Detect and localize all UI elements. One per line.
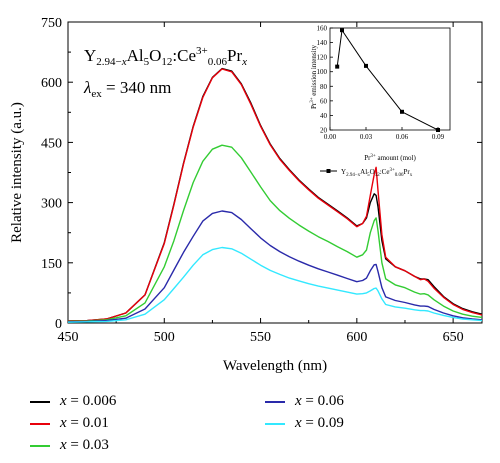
inset-x-tick-label: 0.09 — [432, 133, 445, 141]
legend-variable: x — [60, 415, 67, 431]
spectrum-line-3 — [67, 210, 483, 323]
inset-chart: 0.00 0.03 0.06 0.09 20 40 60 80 100 120 140 160 Pr3… — [310, 25, 451, 178]
inset-x-tick-label: 0.03 — [360, 133, 373, 141]
main-axes: 450 500 550 600 650 0 150 300 450 600 750 Wavelengt… — [9, 16, 483, 374]
legend-item-0006: x = 0.006 — [30, 393, 116, 410]
legend-swatch — [30, 400, 50, 403]
y-axis-label: Relative intensity (a.u.) — [9, 102, 25, 243]
inset-legend-label: Y2.94−xAl5O12:Ce3+0.06Prx — [341, 168, 413, 178]
inset-axes: 0.00 0.03 0.06 0.09 20 40 60 80 100 120 140 160 — [317, 25, 451, 141]
y-tick-label: 300 — [41, 197, 62, 212]
legend-swatch — [265, 422, 285, 425]
inset-legend-marker — [326, 169, 331, 173]
legend-label: = 0.03 — [66, 437, 109, 453]
inset-point — [400, 109, 404, 114]
legend-label: = 0.09 — [301, 415, 344, 431]
legend: x = 0.006 x = 0.01 x = 0.03 x = 0.06 x =… — [0, 382, 500, 462]
legend-swatch — [30, 444, 50, 447]
formula-annotation: Y2.94−xAl5O12:Ce3+0.06Prx — [84, 45, 247, 68]
inset-y-tick-label: 160 — [317, 25, 328, 33]
spectrum-line-1 — [67, 68, 483, 322]
inset-x-tick-label: 0.06 — [396, 133, 409, 141]
legend-swatch — [265, 400, 285, 403]
inset-y-tick-label: 60 — [320, 97, 328, 105]
y-tick-label: 150 — [41, 257, 62, 272]
inset-background — [339, 28, 450, 126]
legend-item-006: x = 0.06 — [265, 393, 344, 410]
spectrum-line-2 — [67, 144, 483, 323]
legend-label: = 0.006 — [66, 393, 117, 409]
inset-y-tick-label: 40 — [320, 112, 328, 120]
excitation-annotation: λex = 340 nm — [83, 78, 171, 100]
legend-item-009: x = 0.09 — [265, 415, 344, 432]
legend-variable: x — [60, 393, 67, 409]
x-tick-label: 600 — [346, 330, 367, 345]
legend-label: = 0.01 — [66, 415, 109, 431]
legend-label: = 0.06 — [301, 393, 344, 409]
legend-variable: x — [295, 415, 302, 431]
inset-point — [340, 28, 344, 33]
inset-y-tick-label: 120 — [317, 54, 328, 62]
inset-series — [335, 28, 440, 132]
y-tick-label: 750 — [41, 16, 62, 31]
spectrum-line-4 — [67, 246, 483, 323]
x-tick-label: 500 — [154, 330, 175, 345]
legend-item-003: x = 0.03 — [30, 437, 109, 454]
legend-variable: x — [60, 437, 67, 453]
x-tick-label: 650 — [443, 330, 464, 345]
x-tick-label: 550 — [250, 330, 271, 345]
inset-y-tick-label: 140 — [317, 39, 328, 47]
inset-xlabel: Pr3+ amount (mol) — [364, 154, 416, 162]
inset-point — [364, 63, 368, 68]
inset-point — [335, 64, 340, 69]
inset-frame — [329, 27, 451, 131]
y-tick-label: 600 — [41, 76, 62, 91]
main-series — [67, 67, 483, 323]
emission-spectra-chart: 450 500 550 600 650 0 150 300 450 600 750 Wavelengt… — [9, 16, 483, 374]
inset-x-tick-label: 0.00 — [324, 133, 337, 141]
inset-y-tick-label: 20 — [320, 127, 328, 135]
x-tick-label: 450 — [58, 330, 79, 345]
legend-swatch — [30, 422, 50, 425]
y-tick-label: 450 — [41, 136, 62, 151]
legend-variable: x — [295, 393, 302, 409]
y-tick-label: 0 — [55, 317, 62, 332]
legend-item-001: x = 0.01 — [30, 415, 109, 432]
inset-y-tick-label: 80 — [320, 83, 328, 91]
inset-ylabel: Pr3+ emission intensity — [310, 44, 318, 109]
inset-point — [436, 128, 440, 132]
inset-y-tick-label: 100 — [317, 68, 328, 76]
x-axis-label: Wavelength (nm) — [223, 358, 327, 374]
